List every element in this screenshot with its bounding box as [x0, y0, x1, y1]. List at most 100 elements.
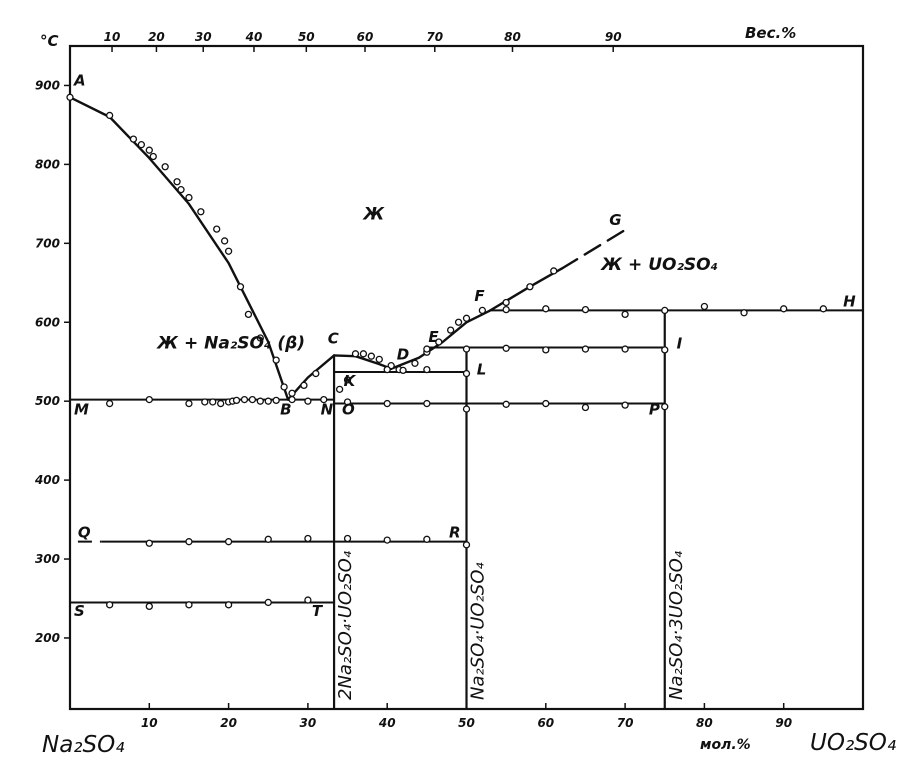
data-point — [383, 536, 391, 544]
x-tick-label: 40 — [378, 716, 396, 730]
data-point — [145, 395, 153, 404]
data-point — [542, 305, 550, 313]
data-point — [423, 365, 431, 374]
data-point — [129, 135, 138, 143]
data-point — [224, 601, 233, 609]
x-tick-label: 60 — [537, 716, 554, 730]
data-point — [423, 345, 431, 353]
data-point — [375, 355, 383, 363]
data-point — [217, 399, 225, 408]
liquidus-FG — [489, 267, 563, 312]
data-point — [462, 405, 471, 413]
data-point — [185, 399, 193, 408]
x-tick-label: 30 — [300, 716, 317, 730]
data-point — [106, 399, 114, 408]
point-label: O — [342, 401, 355, 419]
top-tick-label: 60 — [357, 30, 374, 44]
data-point — [502, 400, 510, 408]
data-point — [232, 396, 241, 405]
top-tick-label: 80 — [504, 30, 521, 44]
y-tick-label: 500 — [35, 394, 60, 408]
top-tick-label: 50 — [298, 30, 315, 44]
x-tick-label: 50 — [458, 716, 475, 730]
data-point — [149, 152, 157, 161]
data-point — [272, 396, 280, 405]
right-component-label: UO₂SO₄ — [810, 730, 896, 756]
data-point — [248, 395, 257, 404]
data-point — [66, 93, 74, 101]
data-point — [621, 401, 629, 409]
top-tick-label: 70 — [426, 30, 443, 44]
data-point — [272, 356, 280, 364]
data-point — [343, 376, 352, 384]
data-point — [621, 310, 629, 319]
liquidus-CD — [332, 354, 393, 370]
data-point — [256, 397, 264, 405]
y-tick-label: 200 — [35, 631, 60, 645]
top-axis-unit: Вес.% — [745, 24, 796, 42]
point-label: B — [280, 401, 291, 419]
y-tick-label: 600 — [35, 315, 60, 329]
data-point — [661, 306, 669, 315]
data-point — [236, 283, 245, 291]
data-point — [550, 267, 558, 275]
data-point — [343, 534, 352, 543]
compound-label: 2Na₂SO₄·UO₂SO₄ — [335, 550, 356, 700]
data-point — [264, 397, 272, 405]
point-label: I — [677, 334, 683, 352]
data-point — [173, 178, 181, 186]
data-point — [106, 111, 114, 120]
data-point — [335, 385, 344, 393]
region-label: Ж + UO₂SO₄ — [600, 255, 718, 275]
data-point — [819, 305, 827, 313]
data-point — [462, 541, 471, 549]
top-tick-label: 40 — [245, 30, 263, 44]
data-point — [581, 305, 590, 314]
top-tick-label: 30 — [195, 30, 212, 44]
data-point — [224, 538, 233, 546]
compound-label: Na₂SO₄·UO₂SO₄ — [468, 562, 489, 700]
data-point — [137, 141, 146, 149]
data-point — [383, 399, 391, 408]
data-point — [320, 395, 328, 404]
data-point — [256, 334, 264, 342]
point-label: A — [73, 71, 86, 89]
data-point — [435, 338, 443, 346]
data-point — [145, 602, 153, 611]
data-point — [581, 403, 590, 412]
data-point — [106, 601, 114, 609]
bottom-axis-unit: мол.% — [700, 737, 751, 753]
point-label: M — [74, 401, 89, 419]
data-point — [280, 383, 288, 391]
data-point — [145, 539, 153, 547]
liquidus-DEF — [390, 309, 492, 370]
data-point — [224, 247, 233, 255]
point-label: C — [328, 330, 339, 348]
data-point — [462, 345, 471, 353]
point-label: Q — [78, 524, 91, 542]
data-point — [304, 397, 312, 405]
y-tick-label: 400 — [34, 473, 60, 487]
data-point — [343, 398, 352, 406]
point-label: K — [344, 372, 357, 390]
data-point — [740, 309, 748, 317]
data-point — [502, 298, 510, 307]
x-tick-label: 20 — [220, 716, 237, 730]
left-component-label: Na₂SO₄ — [42, 732, 124, 758]
point-label: H — [843, 292, 856, 310]
data-point — [502, 305, 510, 314]
data-point — [780, 305, 788, 313]
y-tick-label: 300 — [35, 552, 60, 566]
data-point — [446, 326, 455, 334]
y-tick-label: 900 — [35, 78, 60, 92]
x-tick-label: 90 — [775, 716, 792, 730]
region-label: Ж + Na₂SO₄ (β) — [156, 333, 305, 353]
point-label: G — [609, 211, 621, 229]
data-point — [312, 369, 320, 378]
data-point — [300, 381, 308, 390]
data-point — [185, 601, 193, 609]
data-point — [288, 389, 296, 397]
data-point — [201, 398, 209, 406]
data-point — [454, 318, 463, 326]
point-label: L — [477, 360, 487, 378]
